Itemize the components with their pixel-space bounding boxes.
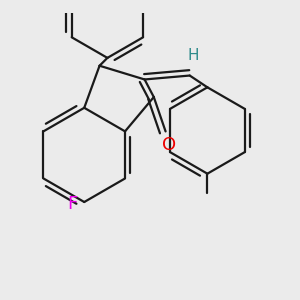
Text: F: F (67, 195, 77, 213)
Text: O: O (162, 136, 177, 154)
Text: H: H (188, 48, 200, 63)
